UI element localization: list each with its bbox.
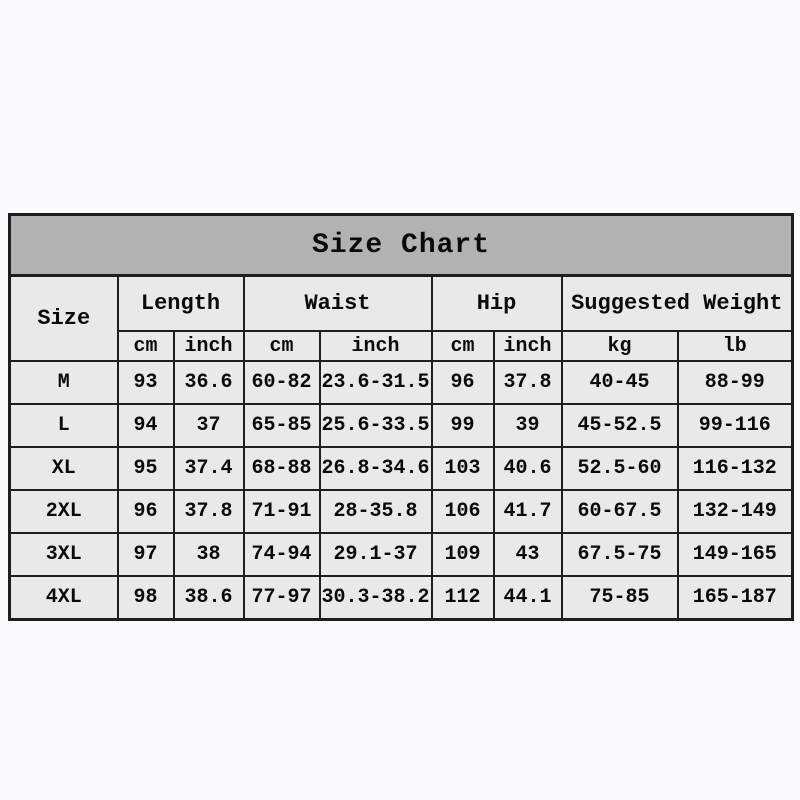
cell-hip-inch: 44.1: [492, 575, 563, 621]
cell-length-inch: 38.6: [172, 575, 245, 621]
cell-waist-cm: 60-82: [242, 360, 321, 405]
cell-hip-inch: 43: [492, 532, 563, 577]
table-row-m: M 93 36.6 60-82 23.6-31.5 96 37.8 40-45 …: [8, 360, 794, 405]
cell-hip-cm: 109: [430, 532, 495, 577]
cell-length-inch: 36.6: [172, 360, 245, 405]
cell-hip-cm: 106: [430, 489, 495, 534]
cell-waist-inch: 28-35.8: [318, 489, 433, 534]
cell-hip-cm: 96: [430, 360, 495, 405]
sub-header-row: cm inch cm inch cm inch kg lb: [10, 330, 794, 362]
cell-weight-lb: 116-132: [676, 446, 794, 491]
page-title: Size Chart: [8, 213, 794, 277]
cell-hip-cm: 99: [430, 403, 495, 448]
cell-hip-inch: 39: [492, 403, 563, 448]
cell-weight-kg: 45-52.5: [560, 403, 679, 448]
cell-waist-cm: 65-85: [242, 403, 321, 448]
subheader-weight-lb: lb: [676, 330, 794, 362]
col-header-length: Length: [116, 274, 245, 332]
cell-weight-lb: 132-149: [676, 489, 794, 534]
table-row-xl: XL 95 37.4 68-88 26.8-34.6 103 40.6 52.5…: [8, 446, 794, 491]
subheader-waist-cm: cm: [242, 330, 321, 362]
cell-hip-inch: 37.8: [492, 360, 563, 405]
cell-length-cm: 95: [116, 446, 175, 491]
col-header-waist: Waist: [242, 274, 433, 332]
subheader-length-inch: inch: [172, 330, 245, 362]
cell-weight-lb: 88-99: [676, 360, 794, 405]
cell-weight-kg: 60-67.5: [560, 489, 679, 534]
col-header-hip: Hip: [430, 274, 563, 332]
title-row: Size Chart: [8, 213, 794, 277]
cell-size: 3XL: [8, 532, 119, 577]
cell-weight-kg: 40-45: [560, 360, 679, 405]
cell-hip-inch: 41.7: [492, 489, 563, 534]
cell-size: XL: [8, 446, 119, 491]
table-row-4xl: 4XL 98 38.6 77-97 30.3-38.2 112 44.1 75-…: [8, 575, 794, 621]
cell-length-inch: 37.8: [172, 489, 245, 534]
table-row-2xl: 2XL 96 37.8 71-91 28-35.8 106 41.7 60-67…: [8, 489, 794, 534]
subheader-waist-inch: inch: [318, 330, 433, 362]
cell-length-inch: 37.4: [172, 446, 245, 491]
group-header-row: Size Length Waist Hip Suggested Weight: [8, 274, 794, 362]
cell-weight-lb: 99-116: [676, 403, 794, 448]
subheader-weight-kg: kg: [560, 330, 679, 362]
subheader-length-cm: cm: [116, 330, 175, 362]
size-table-body: M 93 36.6 60-82 23.6-31.5 96 37.8 40-45 …: [8, 360, 794, 621]
cell-length-cm: 97: [116, 532, 175, 577]
cell-weight-lb: 165-187: [676, 575, 794, 621]
cell-length-cm: 94: [116, 403, 175, 448]
cell-hip-inch: 40.6: [492, 446, 563, 491]
cell-length-cm: 98: [116, 575, 175, 621]
col-header-suggested-weight: Suggested Weight: [560, 274, 794, 332]
cell-hip-cm: 103: [430, 446, 495, 491]
cell-length-inch: 38: [172, 532, 245, 577]
table-row-3xl: 3XL 97 38 74-94 29.1-37 109 43 67.5-75 1…: [8, 532, 794, 577]
cell-hip-cm: 112: [430, 575, 495, 621]
cell-size: 2XL: [8, 489, 119, 534]
cell-waist-cm: 74-94: [242, 532, 321, 577]
table-row-l: L 94 37 65-85 25.6-33.5 99 39 45-52.5 99…: [8, 403, 794, 448]
cell-waist-inch: 26.8-34.6: [318, 446, 433, 491]
cell-size: L: [8, 403, 119, 448]
cell-waist-cm: 77-97: [242, 575, 321, 621]
cell-waist-inch: 30.3-38.2: [318, 575, 433, 621]
cell-waist-inch: 25.6-33.5: [318, 403, 433, 448]
cell-size: M: [8, 360, 119, 405]
cell-length-inch: 37: [172, 403, 245, 448]
col-header-size: Size: [8, 274, 119, 362]
cell-length-cm: 93: [116, 360, 175, 405]
cell-weight-kg: 52.5-60: [560, 446, 679, 491]
subheader-hip-cm: cm: [430, 330, 495, 362]
cell-size: 4XL: [8, 575, 119, 621]
subheader-hip-inch: inch: [492, 330, 563, 362]
cell-waist-cm: 68-88: [242, 446, 321, 491]
cell-length-cm: 96: [116, 489, 175, 534]
cell-waist-inch: 29.1-37: [318, 532, 433, 577]
cell-weight-kg: 67.5-75: [560, 532, 679, 577]
size-chart-table: Size Chart Size Length Waist Hip Suggest…: [8, 213, 795, 621]
cell-weight-lb: 149-165: [676, 532, 794, 577]
cell-waist-cm: 71-91: [242, 489, 321, 534]
cell-waist-inch: 23.6-31.5: [318, 360, 433, 405]
cell-weight-kg: 75-85: [560, 575, 679, 621]
